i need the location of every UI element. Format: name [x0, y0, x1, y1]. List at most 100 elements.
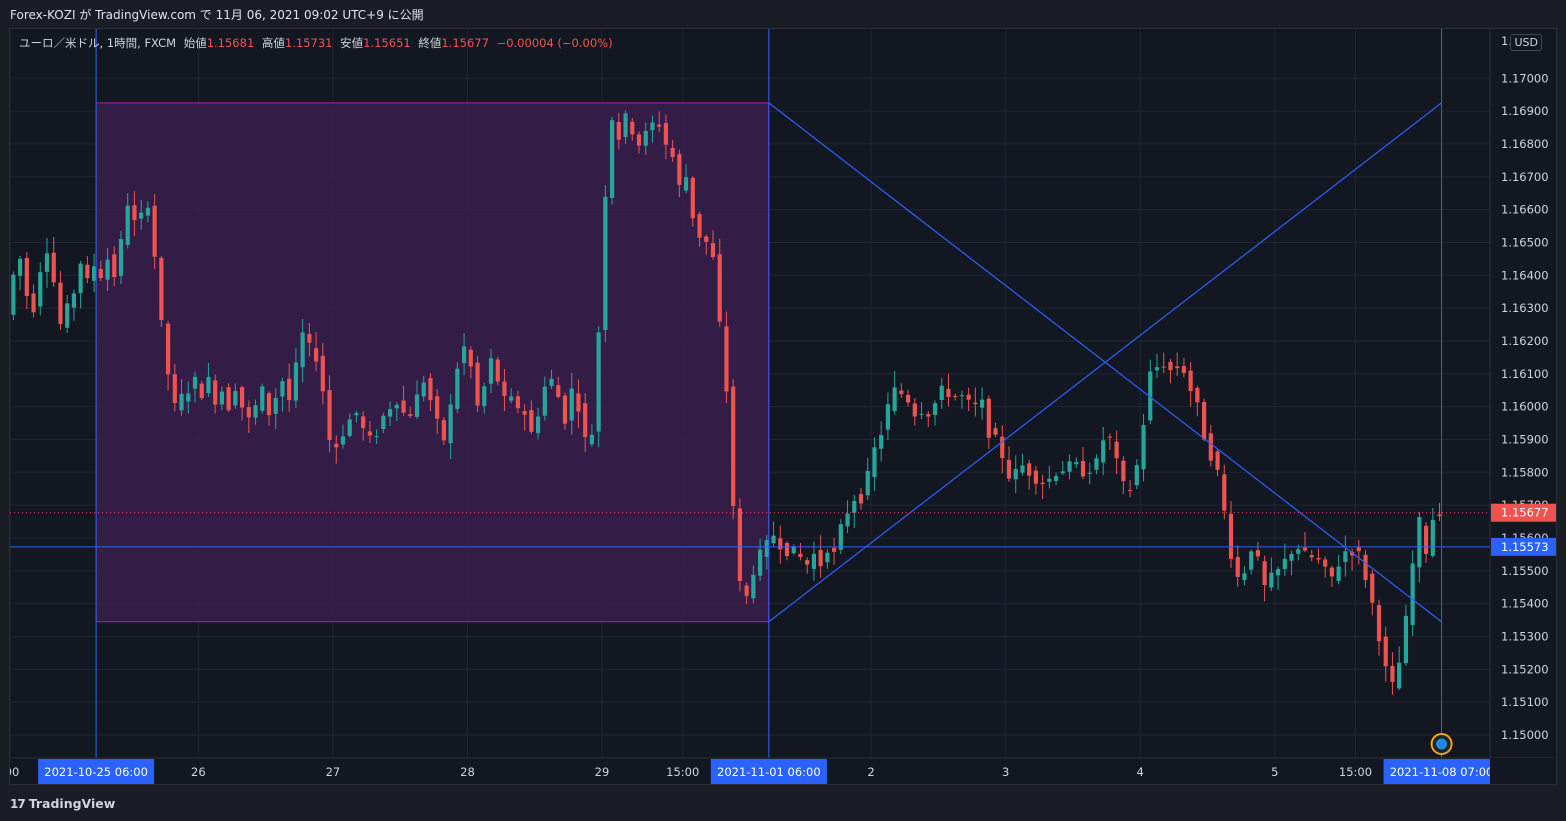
- candle-body: [495, 359, 500, 382]
- candle-body: [549, 378, 554, 387]
- candle-body: [919, 413, 924, 415]
- candle-body: [838, 524, 843, 550]
- candle-body: [818, 549, 823, 567]
- candle-body: [71, 293, 76, 308]
- candle-body: [213, 380, 218, 405]
- candle-body: [112, 254, 117, 278]
- candle-body: [273, 397, 278, 414]
- candle-body: [1000, 436, 1005, 459]
- candle-body: [1013, 468, 1018, 480]
- price-tick-label: 1.15300: [1501, 630, 1549, 644]
- candle-body: [233, 391, 238, 406]
- candle-body: [11, 274, 16, 315]
- candle-body: [663, 123, 668, 145]
- candle-body: [293, 362, 298, 401]
- candle-body: [805, 560, 810, 565]
- symbol-info[interactable]: ユーロ／米ドル, 1時間, FXCM: [19, 36, 177, 50]
- candle-body: [92, 266, 97, 281]
- candle-body: [892, 387, 897, 412]
- candle-body: [31, 293, 36, 313]
- rectangle-drawing: [95, 102, 770, 623]
- candle-body: [340, 436, 346, 445]
- candle-body: [172, 374, 177, 403]
- candle-body: [78, 263, 83, 294]
- candle-body: [529, 410, 534, 432]
- candle-body: [1309, 555, 1314, 558]
- price-tick-label: 1.16300: [1501, 301, 1549, 315]
- candle-body: [354, 413, 359, 416]
- time-highlight-tag: 2021-11-08 07:00: [1383, 759, 1500, 784]
- candle-body: [1175, 366, 1180, 369]
- candle-body: [408, 414, 413, 416]
- candle-body: [206, 377, 211, 394]
- candle-body: [240, 387, 245, 408]
- candle-body: [314, 348, 319, 362]
- candles: [11, 110, 1442, 695]
- candle-body: [1121, 460, 1126, 482]
- candle-body: [764, 540, 769, 557]
- candle-body: [1134, 465, 1139, 486]
- price-axis: 1.15000 1.15100 1.15200 1.15300 1.15400 1.155…: [1489, 29, 1556, 784]
- candle-body: [347, 419, 352, 436]
- candle-body: [562, 395, 568, 424]
- tradingview-logo-icon: 17: [10, 796, 26, 811]
- price-tick-label: 1.16400: [1501, 268, 1549, 282]
- time-tick-label: 27: [326, 765, 341, 779]
- candle-body: [1074, 462, 1079, 465]
- candle-body: [320, 355, 325, 392]
- candle-body: [946, 388, 951, 397]
- candle-body: [1094, 458, 1099, 470]
- price-tick-label: 1.15200: [1501, 662, 1549, 676]
- candle-body: [953, 395, 958, 397]
- candle-body: [367, 431, 372, 436]
- candle-body: [1370, 573, 1375, 603]
- hline-price-tag: 1.15573: [1491, 537, 1556, 556]
- candle-body: [603, 196, 608, 331]
- candle-body: [1289, 553, 1294, 561]
- candle-body: [1020, 465, 1025, 473]
- hline-price-tag-bg: [1491, 537, 1556, 556]
- candle-body: [166, 323, 171, 375]
- candle-body: [636, 134, 642, 146]
- candle-body: [280, 381, 285, 397]
- candle-body: [287, 378, 292, 401]
- candle-body: [596, 332, 601, 432]
- tradingview-logo[interactable]: 17 TradingView: [10, 796, 115, 811]
- candle-body: [1040, 482, 1045, 485]
- candle-body: [192, 376, 198, 389]
- trend-line: [768, 102, 1442, 623]
- candle-body: [1128, 490, 1133, 492]
- last-price-tag-text: 1.15677: [1501, 506, 1549, 520]
- candle-body: [428, 378, 433, 401]
- candle-body: [1181, 366, 1186, 373]
- candle-body: [1296, 549, 1301, 554]
- candle-body: [845, 513, 850, 527]
- time-tick-label: 28: [460, 765, 475, 779]
- candle-body: [1215, 451, 1220, 470]
- candle-body: [973, 402, 978, 405]
- candle-body: [1403, 615, 1408, 664]
- price-tick-label: 1.16200: [1501, 334, 1549, 348]
- low-label: 安値: [340, 36, 364, 50]
- candle-body: [1249, 551, 1254, 570]
- candle-body: [488, 358, 494, 384]
- time-axis: :00 26 27 28 29 15:00 2 3 4 5 15:00 2021-10-25 06:0…: [10, 757, 1556, 784]
- time-highlight-tag: 2021-10-25 06:00: [38, 759, 155, 784]
- candle-body: [65, 303, 70, 328]
- currency-button[interactable]: USD: [1510, 34, 1542, 51]
- candle-body: [926, 414, 931, 417]
- candle-body: [1027, 463, 1032, 476]
- price-chart[interactable]: 1.15000 1.15100 1.15200 1.15300 1.15400 1.155…: [10, 29, 1557, 785]
- price-tick-label: 1.16700: [1501, 170, 1549, 184]
- candle-body: [1107, 436, 1112, 438]
- economic-event-icon[interactable]: [1430, 733, 1453, 755]
- candle-body: [199, 383, 204, 399]
- candle-body: [522, 411, 527, 415]
- candle-body: [1424, 525, 1429, 554]
- candle-body: [1323, 559, 1328, 567]
- time-highlight-text: 2021-10-25 06:00: [44, 765, 148, 779]
- price-tick-label: 1.: [1501, 34, 1512, 48]
- chart-pane[interactable]: 1.15000 1.15100 1.15200 1.15300 1.15400 1.155…: [9, 28, 1557, 785]
- event-marker-flag: [1436, 738, 1448, 750]
- price-tick-label: 1.16000: [1501, 400, 1549, 414]
